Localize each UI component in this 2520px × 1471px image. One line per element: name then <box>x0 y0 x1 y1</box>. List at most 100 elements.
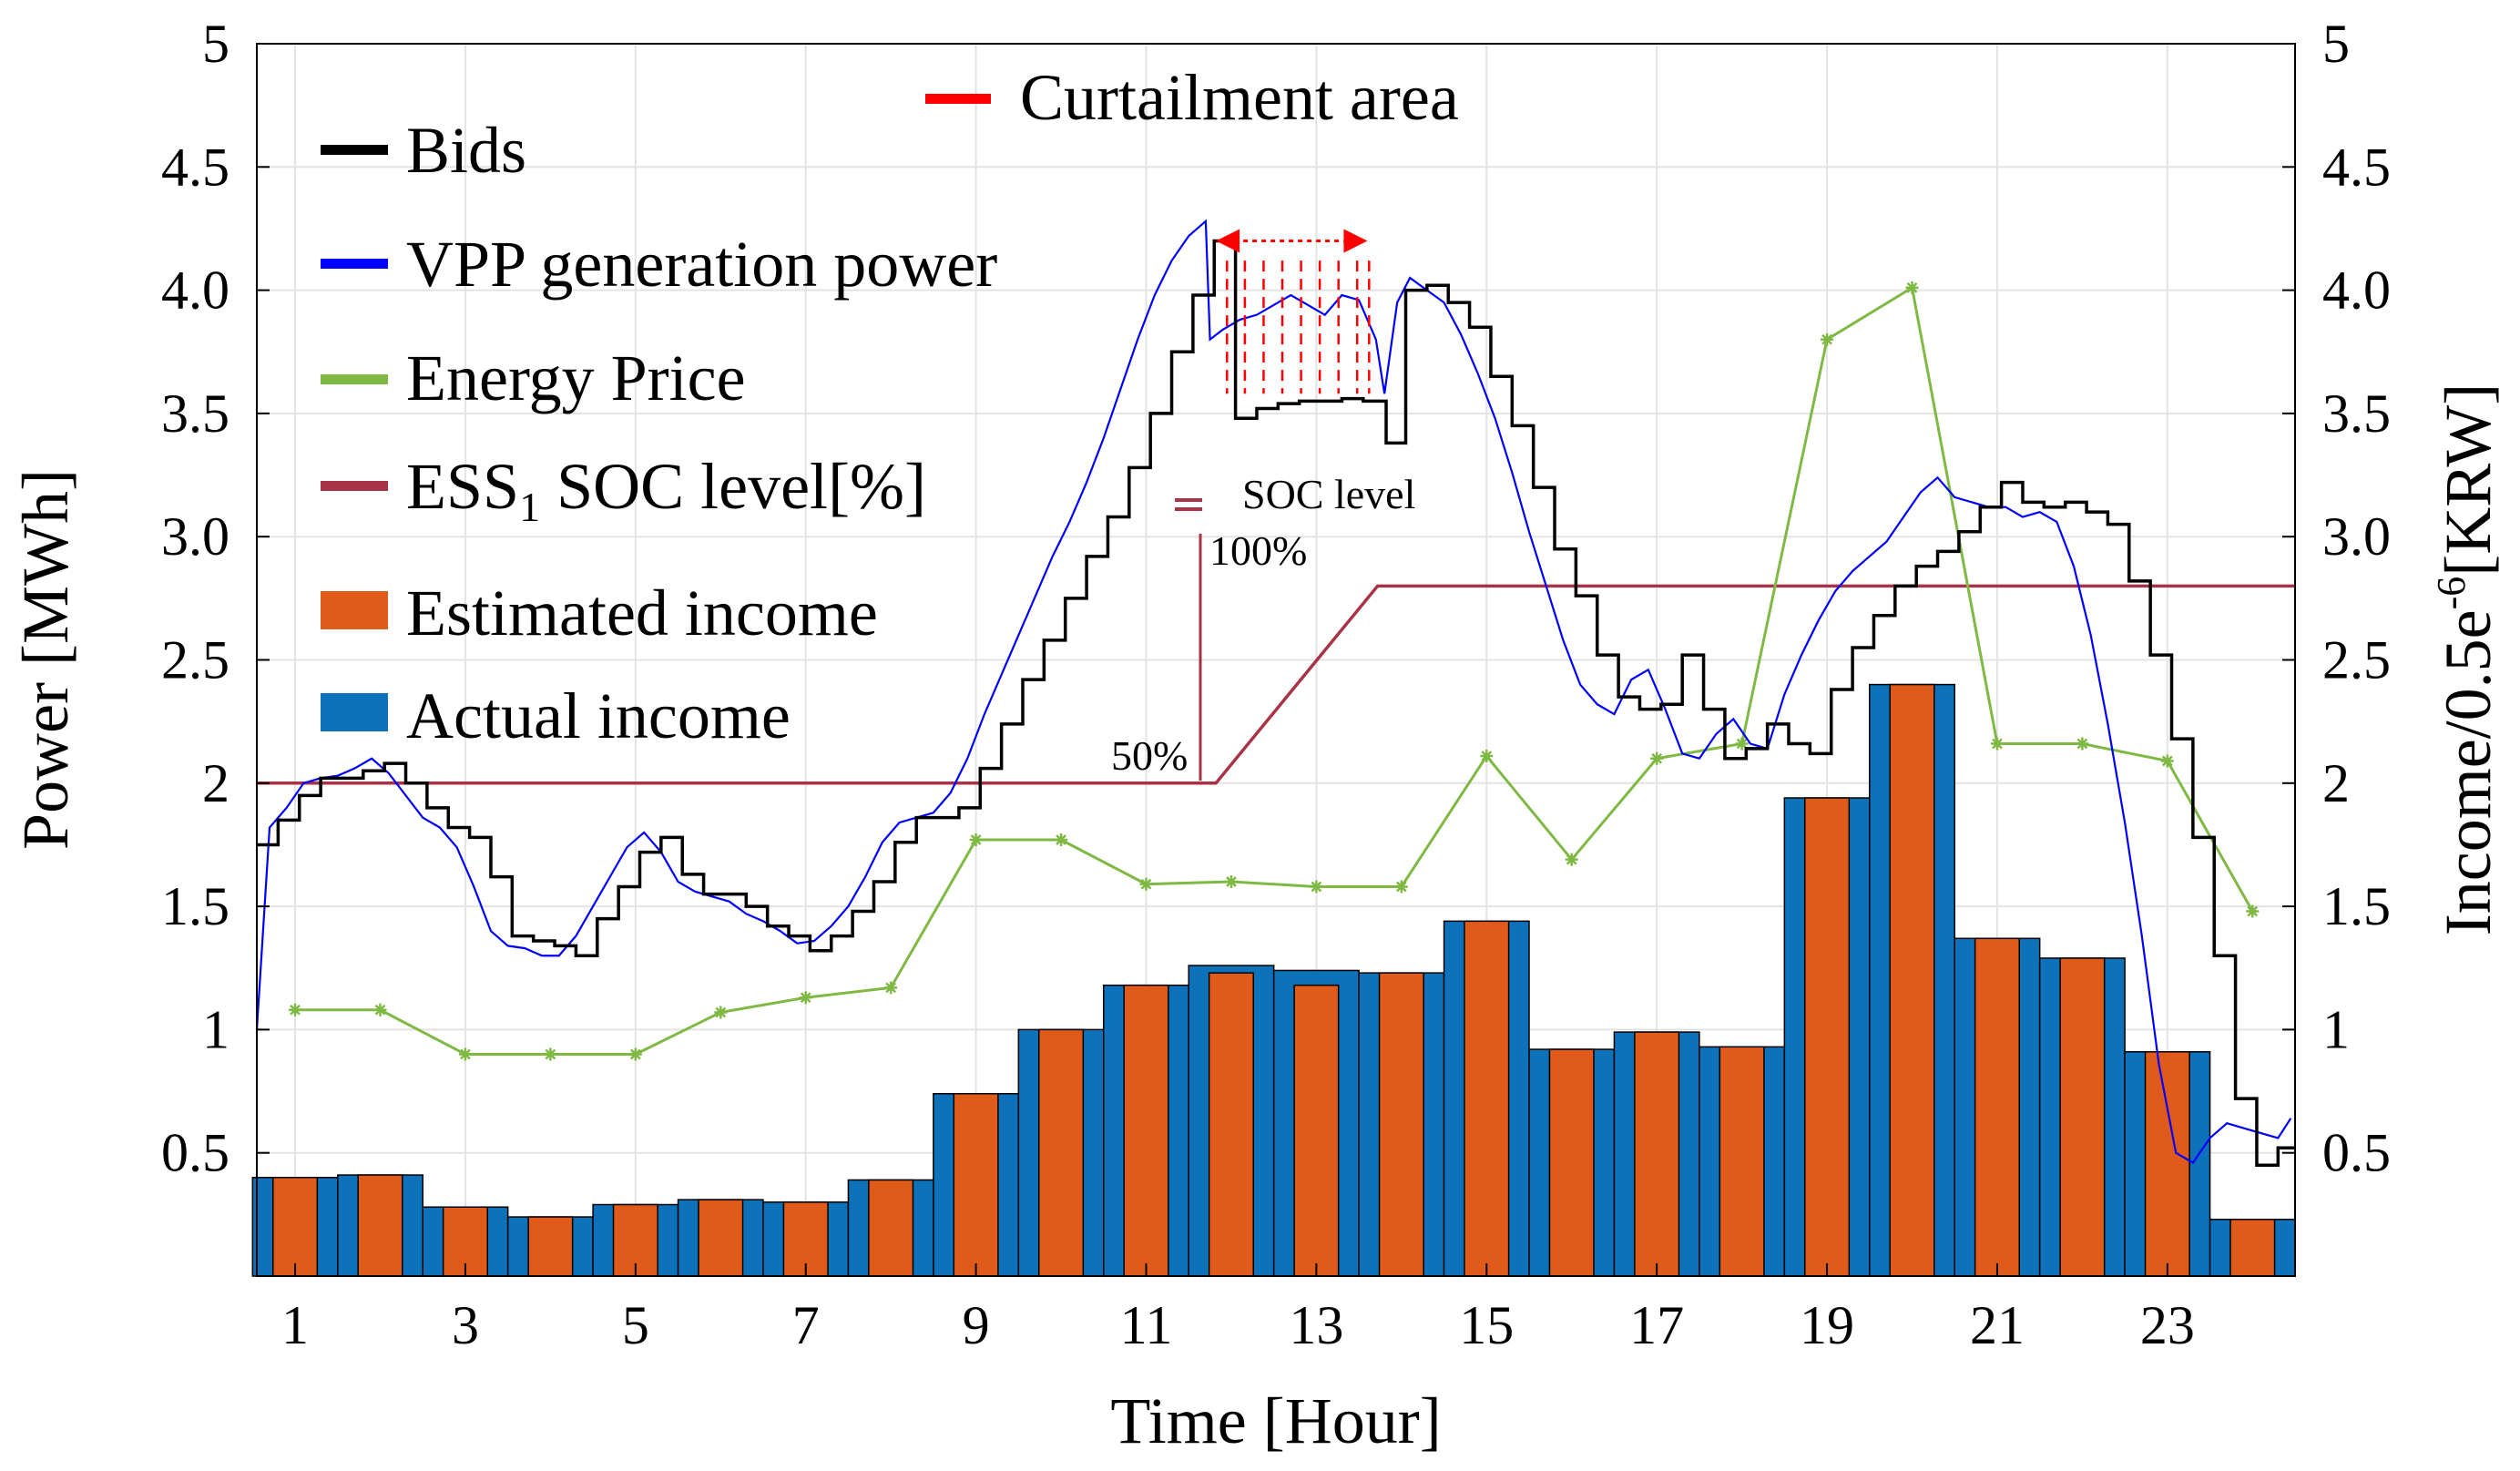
y-right-tick-label-4: 2.5 <box>2322 630 2391 690</box>
legend-soc-sub: 1 <box>519 484 540 530</box>
bar-estimated-h1 <box>272 1177 319 1277</box>
price-marker-7 <box>799 991 812 1005</box>
price-marker-24 <box>2246 904 2260 918</box>
price-marker-1 <box>289 1003 302 1016</box>
price-marker-17 <box>1650 751 1664 765</box>
price-marker-13 <box>1310 880 1323 894</box>
curtail-arrow-left <box>1216 229 1240 253</box>
legend: Bids VPP generation power Energy Price E… <box>321 114 997 752</box>
legend-label-price: Energy Price <box>406 342 746 414</box>
bar-estimated-h12 <box>1208 972 1254 1277</box>
legend-swatch-price <box>321 374 388 384</box>
price-marker-15 <box>1480 750 1494 763</box>
y-left-tick-label-2: 1.5 <box>161 876 230 936</box>
y-right-tick-label-6: 3.5 <box>2322 383 2391 444</box>
soc-100-label: 100% <box>1209 527 1307 574</box>
price-marker-18 <box>1735 737 1749 751</box>
curtailment-markers <box>1216 229 1371 394</box>
x-tick-label-11: 11 <box>1120 1295 1173 1355</box>
x-tick-label-13: 13 <box>1289 1295 1343 1355</box>
y-left-tick-label-8: 4.5 <box>161 137 230 197</box>
legend-label-actual: Actual income <box>406 679 791 752</box>
price-marker-6 <box>714 1006 728 1019</box>
y-left-tick-label-1: 1 <box>202 999 230 1059</box>
legend-soc-post: SOC level[%] <box>540 450 926 523</box>
price-marker-19 <box>1821 332 1834 346</box>
y-left-tick-label-7: 4.0 <box>161 260 230 321</box>
price-marker-16 <box>1565 853 1578 866</box>
bar-estimated-h18 <box>1719 1046 1765 1277</box>
y-right-tick-label-2: 1.5 <box>2322 876 2391 936</box>
legend-label-bids: Bids <box>406 114 526 187</box>
y-right-title-post: [KRW] <box>2432 383 2505 577</box>
bar-estimated-h11 <box>1123 984 1169 1277</box>
bar-estimated-h8 <box>868 1179 914 1277</box>
y-right-tick-label-9: 5 <box>2322 14 2350 74</box>
soc-level-line <box>257 584 2295 785</box>
legend-swatch-soc <box>321 481 388 491</box>
x-tick-label-19: 19 <box>1800 1295 1854 1355</box>
legend-label-curtailment: Curtailment area <box>1020 61 1459 134</box>
y-left-tick-label-0: 0.5 <box>161 1123 230 1183</box>
y-right-tick-label-7: 4.0 <box>2322 260 2391 321</box>
y-right-tick-label-8: 4.5 <box>2322 137 2391 197</box>
legend-swatch-estimated <box>321 591 388 629</box>
price-marker-3 <box>458 1047 472 1061</box>
legend-swatch-bids <box>321 145 388 155</box>
y-right-tick-label-5: 3.0 <box>2322 506 2391 567</box>
bids-step-line <box>257 239 2295 1167</box>
price-marker-8 <box>884 981 898 995</box>
legend-swatch-vpp <box>321 259 388 269</box>
price-marker-22 <box>2076 737 2089 751</box>
y-left-tick-label-3: 2 <box>202 753 230 813</box>
x-tick-label-17: 17 <box>1629 1295 1684 1355</box>
bar-estimated-h17 <box>1634 1031 1680 1277</box>
curtail-arrow-right <box>1343 229 1368 253</box>
x-tick-label-5: 5 <box>622 1295 649 1355</box>
price-marker-5 <box>628 1047 642 1061</box>
y-right-tick-label-0: 0.5 <box>2322 1123 2391 1183</box>
y-left-tick-label-5: 3.0 <box>161 506 230 567</box>
bar-estimated-h21 <box>1974 937 2020 1277</box>
legend-swatch-actual <box>321 693 388 731</box>
price-marker-12 <box>1224 875 1238 889</box>
price-marker-21 <box>1990 737 2004 751</box>
soc-level-label: SOC level <box>1242 471 1415 517</box>
x-tick-label-15: 15 <box>1459 1295 1514 1355</box>
bar-estimated-h6 <box>698 1199 744 1277</box>
y-left-tick-label-9: 5 <box>202 14 230 74</box>
price-marker-11 <box>1139 877 1153 891</box>
y-left-tick-label-6: 3.5 <box>161 383 230 444</box>
y-right-title-pre: Income/0.5e <box>2432 609 2505 935</box>
price-marker-2 <box>373 1003 387 1016</box>
bar-estimated-h14 <box>1378 972 1424 1277</box>
soc-50-label: 50% <box>1111 732 1188 779</box>
legend-label-vpp: VPP generation power <box>406 228 997 301</box>
legend-label-estimated: Estimated income <box>406 577 878 649</box>
price-marker-10 <box>1055 833 1068 847</box>
y-right-tick-label-3: 2 <box>2322 753 2350 813</box>
price-marker-14 <box>1394 880 1408 894</box>
legend-label-soc: ESS1 SOC level[%] <box>406 450 926 530</box>
y-axis-title-left: Power [MWh] <box>9 469 82 850</box>
income-bars <box>251 683 2296 1277</box>
price-marker-20 <box>1905 281 1919 294</box>
legend-soc-pre: ESS <box>406 450 519 523</box>
bar-estimated-h23 <box>2144 1051 2190 1277</box>
x-tick-label-9: 9 <box>963 1295 990 1355</box>
series-lines <box>255 219 2295 1167</box>
x-tick-label-3: 3 <box>452 1295 479 1355</box>
price-marker-4 <box>544 1047 557 1061</box>
bar-estimated-h9 <box>953 1093 999 1277</box>
y-right-tick-label-1: 1 <box>2322 999 2350 1059</box>
y-axis-title-right: Income/0.5e-6[KRW] <box>2429 383 2505 935</box>
axis-ticks: 1 3 5 7 9 11 13 15 17 19 21 230.511.522.53.03.54.04… <box>161 14 2391 1355</box>
x-tick-label-7: 7 <box>792 1295 820 1355</box>
bar-estimated-h19 <box>1804 797 1851 1277</box>
bar-estimated-h22 <box>2059 957 2106 1277</box>
x-axis-title: Time [Hour] <box>1110 1384 1441 1457</box>
legend-swatch-curtailment <box>925 94 991 104</box>
energy-price-line <box>295 285 2254 1056</box>
x-tick-label-1: 1 <box>281 1295 309 1355</box>
